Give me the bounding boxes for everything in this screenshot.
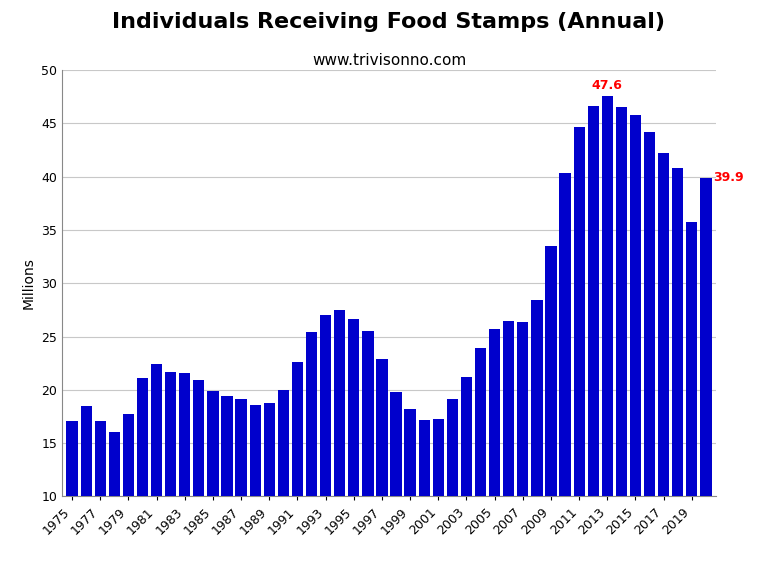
Text: Individuals Receiving Food Stamps (Annual): Individuals Receiving Food Stamps (Annua… (113, 12, 665, 32)
Bar (672, 168, 683, 584)
Bar (545, 246, 556, 584)
Bar (461, 377, 472, 584)
Bar (377, 359, 387, 584)
Bar (250, 405, 261, 584)
Bar (686, 223, 697, 584)
Bar (391, 392, 401, 584)
Bar (644, 132, 655, 584)
Bar (137, 378, 148, 584)
Bar (66, 420, 78, 584)
Bar (306, 332, 317, 584)
Bar (573, 127, 585, 584)
Bar (433, 419, 444, 584)
Title: www.trivisonno.com: www.trivisonno.com (312, 53, 466, 68)
Bar (95, 420, 106, 584)
Bar (630, 115, 641, 584)
Text: 39.9: 39.9 (713, 171, 745, 184)
Bar (658, 153, 669, 584)
Bar (236, 399, 247, 584)
Bar (81, 406, 92, 584)
Bar (405, 409, 415, 584)
Bar (700, 178, 712, 584)
Bar (264, 402, 275, 584)
Bar (447, 399, 458, 584)
Bar (334, 310, 345, 584)
Bar (151, 364, 163, 584)
Bar (489, 329, 500, 584)
Bar (292, 362, 303, 584)
Bar (278, 390, 289, 584)
Bar (615, 107, 627, 584)
Bar (363, 331, 373, 584)
Bar (179, 373, 191, 584)
Bar (419, 420, 429, 584)
Bar (193, 380, 205, 584)
Bar (601, 96, 613, 584)
Bar (517, 322, 528, 584)
Bar (320, 315, 331, 584)
Bar (531, 300, 542, 584)
Bar (109, 432, 120, 584)
Text: 47.6: 47.6 (592, 79, 622, 92)
Bar (503, 321, 514, 584)
Bar (123, 414, 134, 584)
Bar (475, 348, 486, 584)
Bar (222, 396, 233, 584)
Bar (559, 173, 571, 584)
Bar (587, 106, 599, 584)
Bar (207, 391, 219, 584)
Bar (348, 319, 359, 584)
Bar (165, 371, 177, 584)
Y-axis label: Millions: Millions (22, 258, 36, 309)
